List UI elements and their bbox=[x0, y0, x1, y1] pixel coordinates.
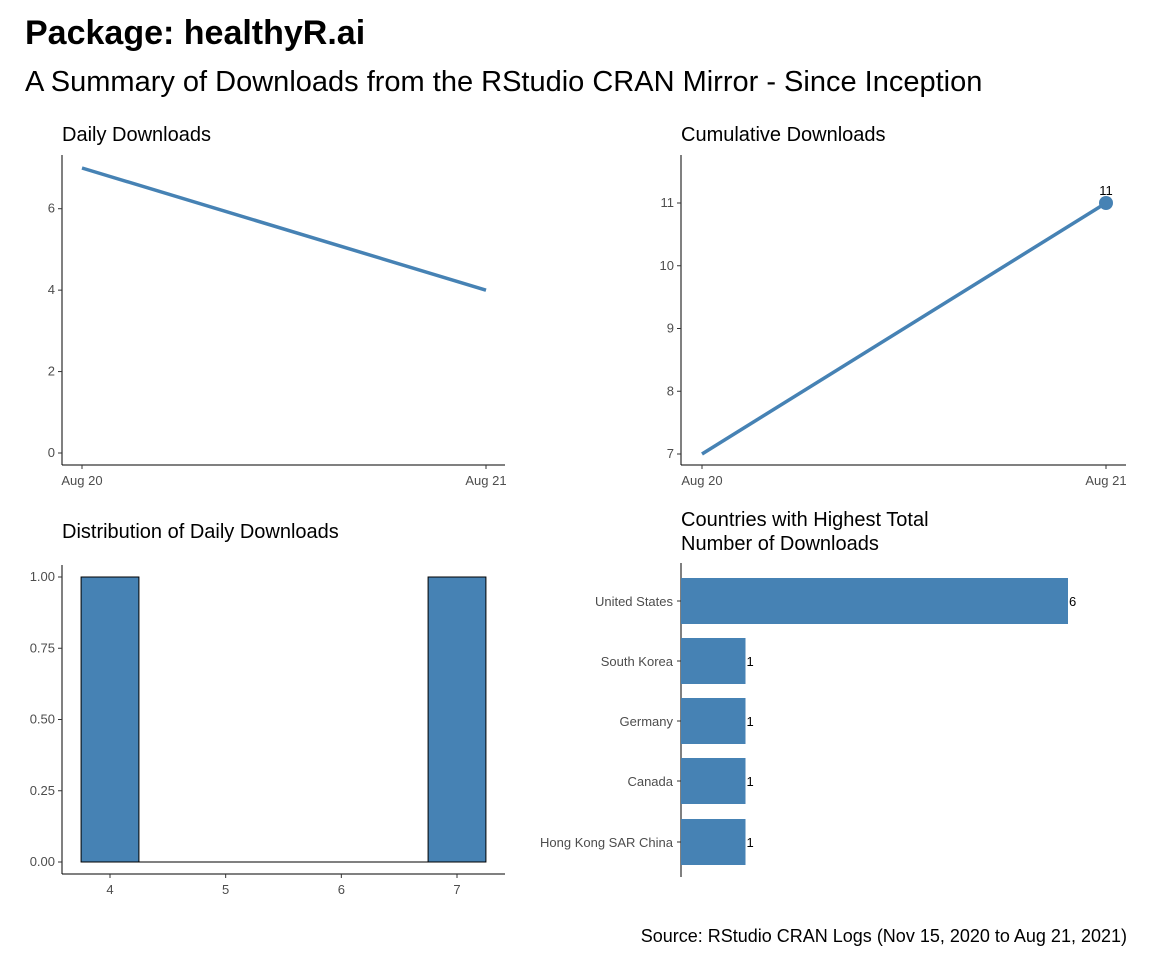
distribution-x-tick-label: 7 bbox=[453, 882, 460, 897]
country-value-label: 1 bbox=[747, 654, 754, 669]
distribution-y-tick-label: 0.75 bbox=[30, 640, 55, 655]
distribution-bin-bar bbox=[427, 576, 487, 863]
distribution-title: Distribution of Daily Downloads bbox=[62, 521, 339, 543]
daily-x-tick-label: Aug 20 bbox=[61, 473, 102, 488]
daily-y-tick-label: 4 bbox=[48, 282, 55, 297]
cumulative-y-tick-label: 11 bbox=[661, 195, 675, 210]
cumulative-series-line bbox=[701, 201, 1107, 456]
distribution-y-tick-label: 0.50 bbox=[30, 712, 55, 727]
country-bar bbox=[681, 698, 746, 744]
distribution-panel: Distribution of Daily Downloads 0.00 0.25… bbox=[30, 521, 505, 897]
page-subtitle: A Summary of Downloads from the RStudio … bbox=[25, 66, 982, 98]
countries-panel: Countries with Highest Total Number of D… bbox=[540, 509, 1076, 877]
daily-downloads-panel: Daily Downloads 0 2 4 6 Aug 20 Aug 21 bbox=[48, 124, 507, 488]
distribution-x-tick-label: 5 bbox=[222, 882, 229, 897]
distribution-bin-bar bbox=[80, 576, 140, 863]
country-label: Canada bbox=[627, 774, 673, 789]
country-value-label: 6 bbox=[1069, 594, 1076, 609]
daily-y-tick-label: 6 bbox=[48, 201, 55, 216]
cumulative-downloads-panel: Cumulative Downloads 7 8 9 10 11 Aug 20 Aug 21… bbox=[660, 124, 1127, 488]
cumulative-point-label: 11 bbox=[1099, 183, 1113, 198]
daily-x-tick-label: Aug 21 bbox=[465, 473, 506, 488]
country-value-label: 1 bbox=[747, 714, 754, 729]
distribution-y-tick-label: 0.25 bbox=[30, 783, 55, 798]
distribution-x-tick-label: 6 bbox=[338, 882, 345, 897]
country-bar bbox=[681, 638, 746, 684]
cumulative-y-tick-label: 8 bbox=[667, 383, 674, 398]
page-title: Package: healthyR.ai bbox=[25, 14, 365, 52]
countries-title-line-1: Countries with Highest Total bbox=[681, 509, 929, 531]
country-label: Germany bbox=[620, 714, 674, 729]
country-value-label: 1 bbox=[747, 835, 754, 850]
country-label: United States bbox=[595, 594, 674, 609]
countries-title-line-2: Number of Downloads bbox=[681, 533, 879, 555]
distribution-y-tick-label: 0.00 bbox=[30, 854, 55, 869]
daily-downloads-title: Daily Downloads bbox=[62, 124, 211, 146]
country-bar bbox=[681, 758, 746, 804]
cumulative-last-point bbox=[1099, 196, 1113, 210]
country-label: Hong Kong SAR China bbox=[540, 835, 674, 850]
cumulative-y-tick-label: 7 bbox=[667, 446, 674, 461]
source-caption: Source: RStudio CRAN Logs (Nov 15, 2020 … bbox=[641, 926, 1127, 946]
country-bar bbox=[681, 819, 746, 865]
country-bar bbox=[681, 578, 1068, 624]
cumulative-downloads-title: Cumulative Downloads bbox=[681, 124, 886, 146]
country-label: South Korea bbox=[601, 654, 674, 669]
distribution-x-tick-label: 4 bbox=[106, 882, 113, 897]
daily-series-line bbox=[81, 166, 487, 292]
daily-y-tick-label: 2 bbox=[48, 364, 55, 379]
country-value-label: 1 bbox=[747, 774, 754, 789]
cumulative-x-tick-label: Aug 21 bbox=[1085, 473, 1126, 488]
cumulative-y-tick-label: 9 bbox=[667, 321, 674, 336]
cumulative-y-tick-label: 10 bbox=[660, 258, 674, 273]
distribution-y-tick-label: 1.00 bbox=[30, 569, 55, 584]
cumulative-x-tick-label: Aug 20 bbox=[681, 473, 722, 488]
daily-y-tick-label: 0 bbox=[48, 445, 55, 460]
